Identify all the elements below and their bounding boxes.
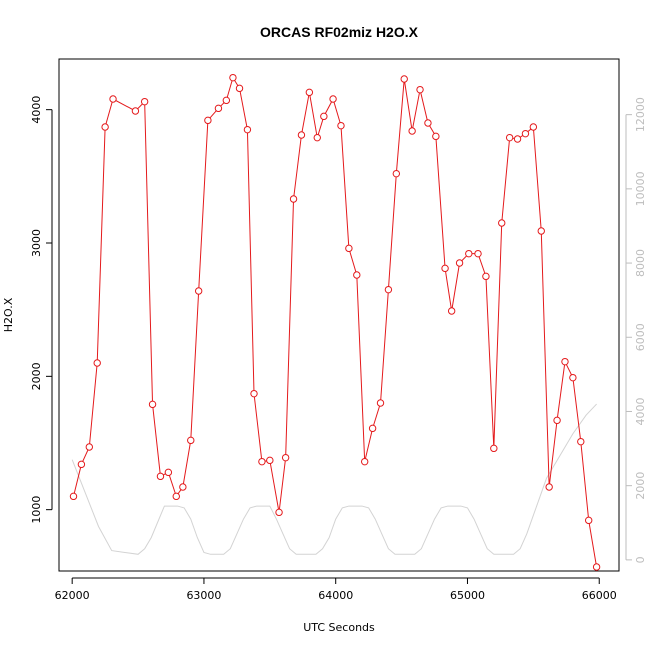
data-point <box>465 249 473 258</box>
data-point <box>537 227 545 235</box>
data-point <box>400 75 408 83</box>
x-tick-label: 65000 <box>450 589 485 602</box>
data-point <box>187 436 195 445</box>
data-point <box>553 416 561 425</box>
data-point <box>275 508 283 517</box>
data-point <box>289 195 298 203</box>
series-layer <box>69 73 601 571</box>
data-point <box>214 104 223 113</box>
data-point <box>513 135 522 143</box>
data-point <box>329 95 337 103</box>
data-point <box>592 563 601 571</box>
y-tick-label: 2000 <box>30 362 43 390</box>
chart-title: ORCAS RF02miz H2O.X <box>260 24 419 40</box>
data-point <box>416 85 424 94</box>
data-point <box>305 88 314 97</box>
data-point <box>172 492 180 501</box>
y2-tick-label: 6000 <box>634 323 647 351</box>
y-tick-label: 1000 <box>30 496 43 524</box>
data-point <box>408 127 416 135</box>
data-point <box>441 264 449 273</box>
data-point <box>561 357 569 366</box>
data-point <box>545 483 553 491</box>
data-point <box>474 249 482 258</box>
data-point <box>229 73 237 82</box>
data-point <box>455 259 464 267</box>
data-point <box>140 97 149 106</box>
data-point <box>148 400 157 409</box>
y2-tick-label: 4000 <box>634 397 647 425</box>
data-point <box>156 472 165 481</box>
x-tick-label: 64000 <box>318 589 353 602</box>
data-point <box>384 285 393 294</box>
data-point <box>250 389 258 398</box>
y2-tick-label: 12000 <box>634 97 647 132</box>
x-axis-label: UTC Seconds <box>303 621 375 634</box>
x-axis: 62000 63000 64000 65000 66000 <box>55 577 617 602</box>
data-point <box>204 116 212 125</box>
y-tick-label: 4000 <box>30 96 43 124</box>
data-point <box>447 307 456 315</box>
y-axis-left: 1000 2000 3000 4000 <box>30 96 53 524</box>
data-point <box>368 424 377 433</box>
y-axis-label: H2O.X <box>2 297 15 332</box>
data-point <box>77 460 86 469</box>
data-point <box>281 453 290 462</box>
data-point <box>222 96 231 105</box>
data-point <box>521 129 530 138</box>
data-point <box>194 287 203 295</box>
data-point <box>482 272 490 281</box>
x-tick-label: 66000 <box>582 589 617 602</box>
data-point <box>432 132 440 141</box>
data-point <box>179 483 187 491</box>
data-point <box>353 271 361 279</box>
y-axis-right: 0 2000 4000 6000 8000 10000 12000 <box>625 97 647 563</box>
data-point <box>392 169 401 178</box>
data-point <box>490 444 498 453</box>
plot-frame <box>58 58 620 572</box>
data-point <box>93 359 101 367</box>
data-point <box>164 468 173 477</box>
y2-tick-label: 10000 <box>634 171 647 206</box>
data-point <box>360 457 369 466</box>
x-tick-label: 63000 <box>186 589 221 602</box>
data-point <box>498 219 506 227</box>
y2-tick-label: 2000 <box>634 472 647 500</box>
data-point <box>577 437 585 446</box>
data-point <box>313 133 321 142</box>
y2-tick-label: 8000 <box>634 249 647 277</box>
secondary-series-line <box>71 403 597 555</box>
y2-tick-label: 0 <box>634 556 647 563</box>
data-point <box>529 123 538 131</box>
data-point <box>85 443 94 451</box>
data-point <box>424 119 432 127</box>
data-point <box>101 123 109 131</box>
x-tick-label: 62000 <box>55 589 90 602</box>
data-point <box>297 131 306 139</box>
data-point <box>266 456 274 465</box>
data-point <box>376 399 385 407</box>
data-point <box>345 244 353 253</box>
data-point <box>258 457 266 466</box>
data-point <box>69 492 78 501</box>
h2o-series-line <box>73 76 598 568</box>
data-point <box>131 107 140 115</box>
data-point <box>569 373 577 382</box>
data-point <box>337 121 345 130</box>
data-point <box>584 516 593 525</box>
data-point <box>243 125 252 134</box>
data-point <box>505 133 514 142</box>
data-point <box>235 84 244 93</box>
data-point <box>320 112 328 121</box>
data-point <box>109 95 117 103</box>
y-tick-label: 3000 <box>30 229 43 257</box>
